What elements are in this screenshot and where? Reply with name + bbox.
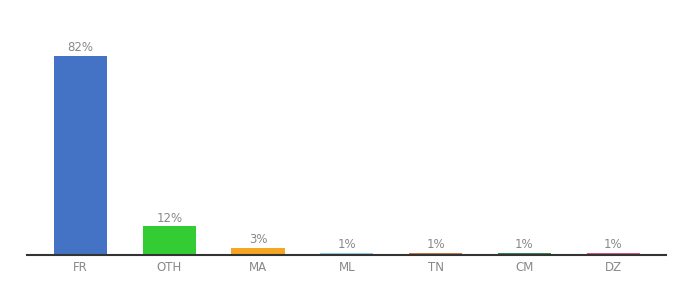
Bar xyxy=(231,248,285,255)
Text: 1%: 1% xyxy=(337,238,356,251)
Bar xyxy=(54,56,107,255)
Text: 12%: 12% xyxy=(156,212,182,225)
Text: 82%: 82% xyxy=(67,41,93,54)
Text: 3%: 3% xyxy=(249,233,267,247)
Bar xyxy=(320,253,373,255)
Bar xyxy=(409,253,462,255)
Text: 1%: 1% xyxy=(426,238,445,251)
Bar xyxy=(143,226,196,255)
Text: 1%: 1% xyxy=(515,238,534,251)
Bar xyxy=(498,253,551,255)
Text: 1%: 1% xyxy=(604,238,622,251)
Bar xyxy=(586,253,640,255)
